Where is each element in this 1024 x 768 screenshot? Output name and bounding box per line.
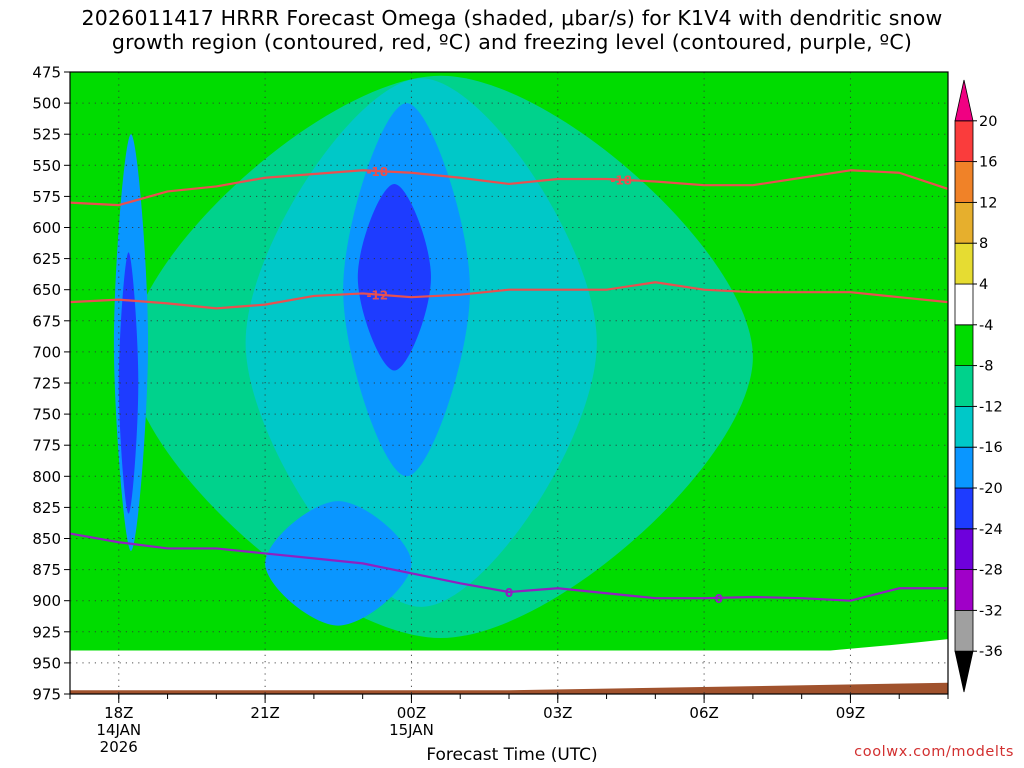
contour-line: [70, 169, 948, 207]
x-tick-label: 00Z: [397, 704, 426, 722]
y-tick-label: 850: [32, 530, 61, 548]
colorbar-label: -36: [979, 644, 1003, 660]
x-tick-label: 03Z: [543, 704, 572, 722]
colorbar-label: -24: [979, 522, 1003, 538]
y-tick-label: 550: [32, 157, 61, 175]
contour-line: [70, 532, 948, 602]
y-tick-label: 800: [32, 468, 61, 486]
colorbar-segment: [954, 202, 974, 244]
y-tick-label: 700: [32, 343, 61, 361]
y-tick-label: 650: [32, 281, 61, 299]
contour-line: [70, 281, 948, 310]
pressure-axis: 475 500 525 550 575 600 625 650 675 700 725 750 775 8…: [32, 64, 70, 704]
x-tick-label: 18Z: [104, 704, 133, 722]
colorbar-label: -12: [979, 399, 1003, 415]
y-tick-label: 950: [32, 654, 61, 672]
colorbar-label: -8: [979, 359, 993, 375]
terrain: [70, 682, 948, 694]
y-tick-label: 925: [32, 623, 61, 641]
colorbar-segment: [954, 528, 974, 570]
y-tick-label: 625: [32, 250, 61, 268]
chart-title-line-2: growth region (contoured, red, ºC) and f…: [111, 30, 913, 54]
colorbar-label: 4: [979, 277, 988, 293]
colorbar-segment: [954, 324, 974, 366]
x-tick-label: 06Z: [689, 704, 718, 722]
colorbar-label: 8: [979, 236, 988, 252]
contour-label: 0: [715, 592, 723, 606]
colorbar-label: -16: [979, 440, 1003, 456]
colorbar-label: -28: [979, 563, 1003, 579]
y-tick-label: 575: [32, 188, 61, 206]
y-tick-label: 750: [32, 406, 61, 424]
omega-region: [118, 252, 139, 514]
y-tick-label: 500: [32, 95, 61, 113]
y-tick-label: 975: [32, 686, 61, 704]
contour-label: -18: [610, 174, 632, 188]
omega-region: [70, 650, 948, 694]
y-tick-label: 725: [32, 375, 61, 393]
y-tick-label: 675: [32, 312, 61, 330]
colorbar-segment: [954, 487, 974, 530]
x-tick-label: 14JAN: [96, 721, 141, 739]
colorbar-segment: [954, 161, 974, 203]
y-tick-label: 775: [32, 437, 61, 455]
colorbar-label: -20: [979, 481, 1003, 497]
omega-colorbar: -36 -32 -28 -24 -20 -16 -12 -8 -4 4 8 12 16 20: [954, 79, 1003, 693]
chart-title-line-1: 2026011417 HRRR Forecast Omega (shaded, …: [81, 6, 943, 30]
x-tick-label: 09Z: [836, 704, 865, 722]
colorbar-segment: [954, 283, 974, 326]
omega-shading: [70, 72, 948, 694]
colorbar-segment: [954, 120, 974, 162]
y-tick-label: 600: [32, 219, 61, 237]
colorbar-segment: [954, 365, 974, 407]
x-axis-title: Forecast Time (UTC): [426, 745, 598, 765]
colorbar-segment: [954, 242, 974, 285]
colorbar-segment: [954, 569, 974, 611]
dotted-grid: [70, 72, 948, 694]
colorbar-segment: [954, 79, 974, 122]
temperature-contours: -18 -18 -12 0 0: [70, 165, 948, 606]
colorbar-label: -32: [979, 603, 1003, 619]
colorbar-label: 20: [979, 114, 997, 130]
y-tick-label: 900: [32, 592, 61, 610]
colorbar-label: 12: [979, 195, 997, 211]
omega-region: [357, 183, 431, 371]
y-tick-label: 875: [32, 561, 61, 579]
contour-label: -18: [366, 165, 388, 179]
y-tick-label: 525: [32, 126, 61, 144]
contour-label: 0: [505, 586, 513, 600]
y-tick-label: 475: [32, 64, 61, 82]
colorbar-segment: [954, 610, 974, 652]
colorbar-segment: [954, 406, 974, 448]
chart-title: 2026011417 HRRR Forecast Omega (shaded, …: [0, 6, 1024, 54]
x-tick-label: 15JAN: [389, 721, 434, 739]
omega-region: [265, 501, 412, 626]
colorbar-label: 16: [979, 155, 997, 171]
x-tick-label: 2026: [100, 738, 138, 756]
colorbar-label: -4: [979, 318, 993, 334]
watermark: coolwx.com/modelts: [854, 744, 1014, 760]
colorbar-segment: [954, 446, 974, 489]
contour-label: -12: [366, 289, 388, 303]
x-tick-label: 21Z: [250, 704, 279, 722]
y-tick-label: 825: [32, 499, 61, 517]
colorbar-segment: [954, 650, 974, 693]
